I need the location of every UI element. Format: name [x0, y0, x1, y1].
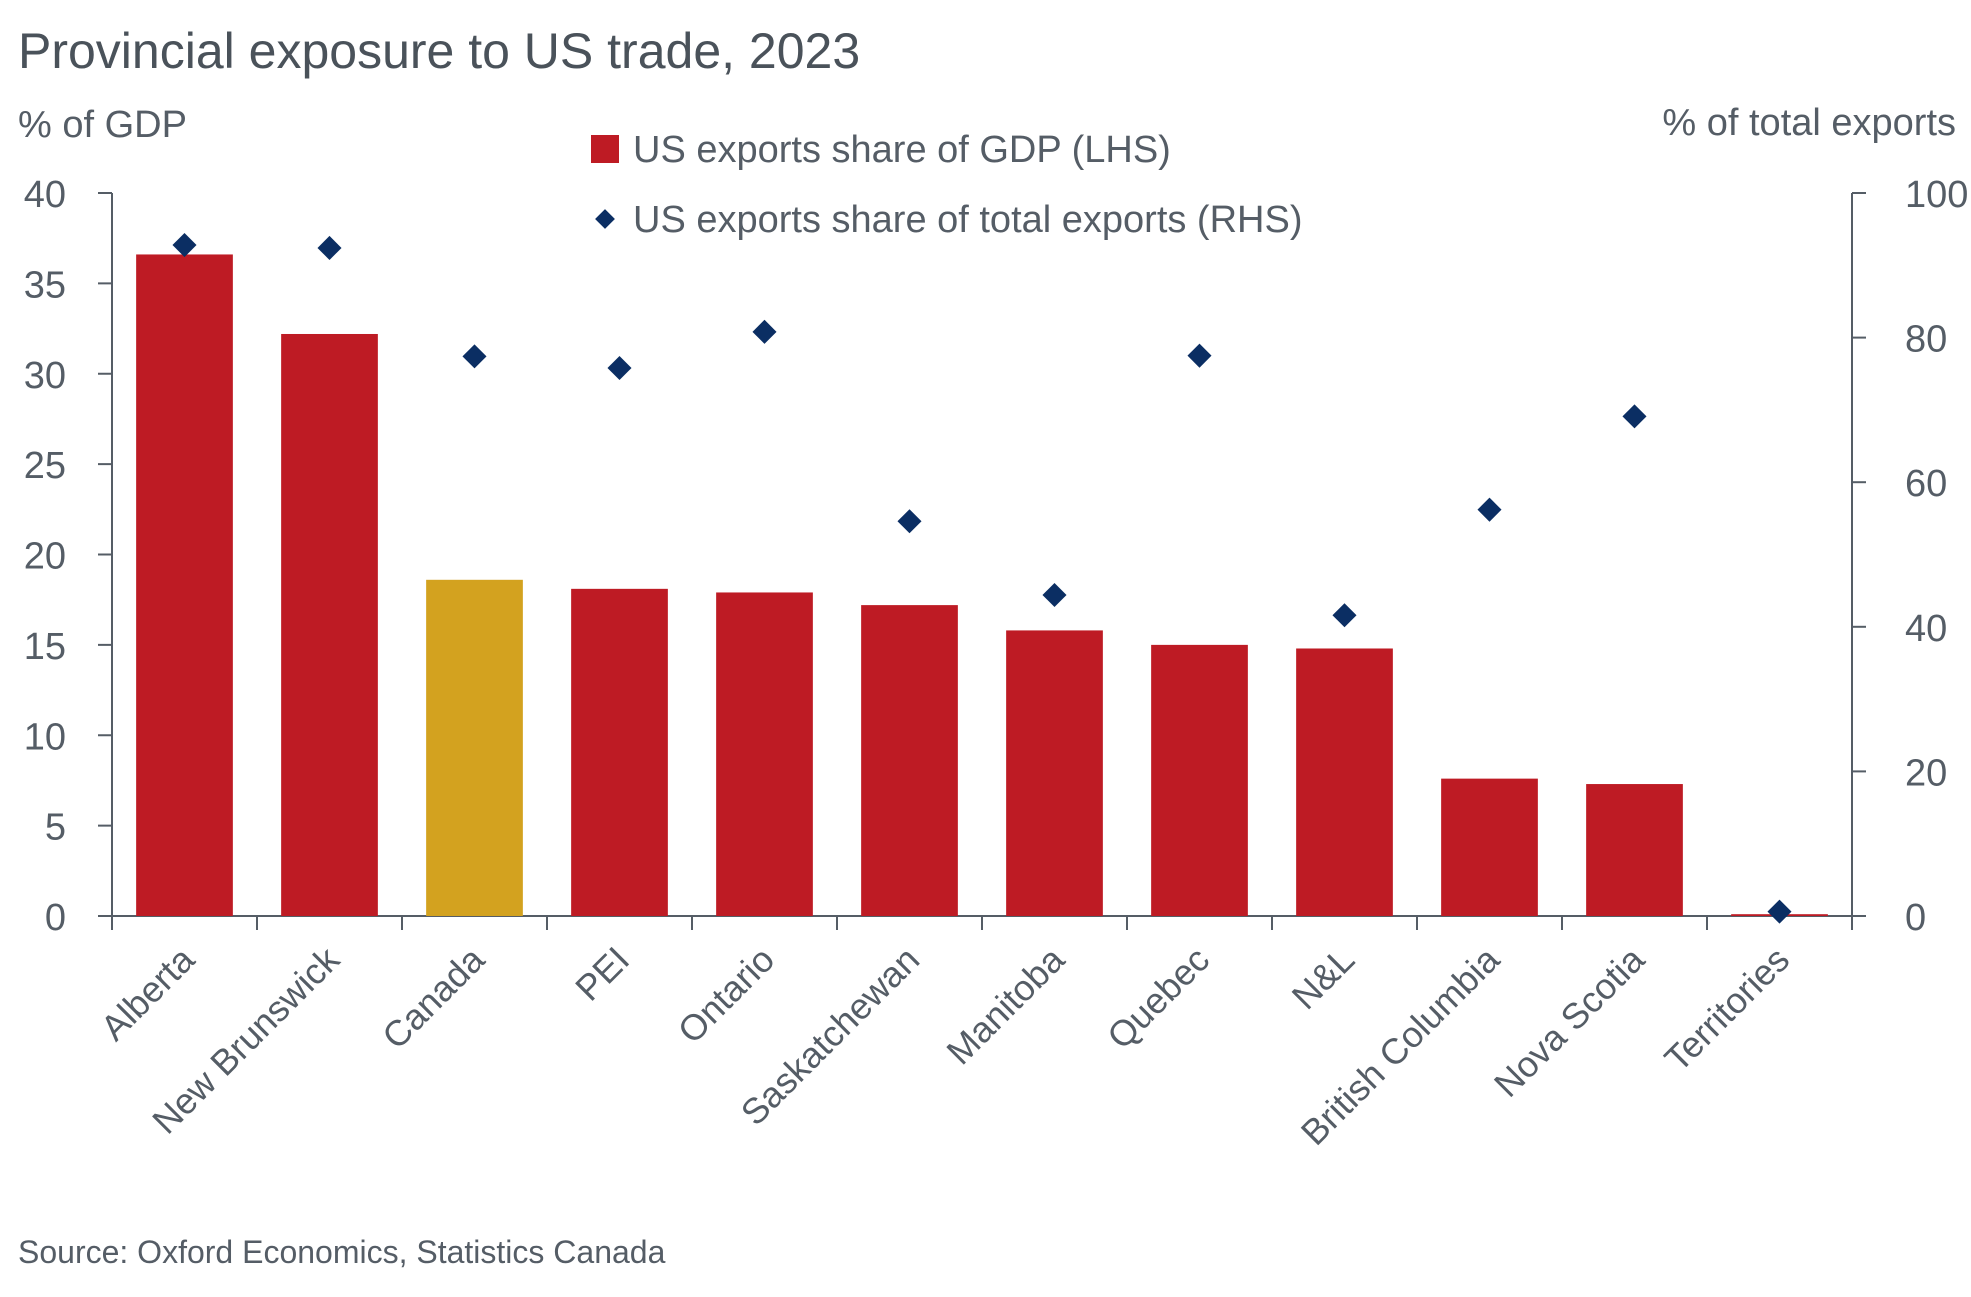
bar — [716, 592, 813, 916]
category-label: Territories — [1656, 939, 1797, 1080]
left-axis-unit-label: % of GDP — [18, 104, 187, 146]
right-axis-tick-label: 60 — [1905, 463, 1947, 505]
category-label: Nova Scotia — [1486, 938, 1653, 1105]
bar — [861, 605, 958, 916]
bar — [1586, 784, 1683, 916]
bar — [1151, 644, 1248, 916]
left-axis-tick-label: 20 — [24, 536, 66, 578]
right-axis-tick-label: 80 — [1905, 319, 1947, 361]
diamond-marker — [172, 233, 197, 258]
bar — [1441, 778, 1538, 916]
legend: US exports share of GDP (LHS) US exports… — [591, 129, 1302, 241]
category-label: N&L — [1284, 939, 1363, 1018]
source-note: Source: Oxford Economics, Statistics Can… — [18, 1234, 666, 1270]
bar — [1296, 648, 1393, 916]
diamond-marker — [1332, 603, 1357, 628]
category-label: Ontario — [670, 939, 782, 1051]
category-label: Canada — [374, 938, 493, 1057]
bars-layer — [136, 254, 1828, 916]
diamond-marker — [1767, 899, 1792, 924]
chart-title: Provincial exposure to US trade, 2023 — [18, 23, 861, 79]
left-axis-tick-label: 10 — [24, 716, 66, 758]
bar — [426, 579, 523, 916]
diamond-marker — [1477, 497, 1502, 522]
right-axis-tick-label: 20 — [1905, 752, 1947, 794]
diamond-marker — [752, 319, 777, 344]
diamond-marker — [897, 509, 922, 534]
category-label: Quebec — [1099, 939, 1217, 1057]
bar — [136, 254, 233, 916]
bar — [571, 588, 668, 916]
legend-diamond-marker-icon — [595, 209, 615, 229]
axes-layer: 0 5 10 15 20 25 30 35 40 0 20 40 60 80 100 — [24, 174, 1969, 939]
category-label: Manitoba — [938, 938, 1072, 1072]
legend-bar-swatch — [591, 135, 619, 163]
diamond-marker — [1622, 404, 1647, 429]
left-axis-tick-label: 30 — [24, 355, 66, 397]
category-label: Alberta — [93, 938, 203, 1048]
diamond-marker — [1187, 343, 1212, 368]
bar — [1006, 630, 1103, 916]
right-axis-tick-label: 0 — [1905, 897, 1926, 939]
bar — [281, 333, 378, 916]
left-axis-tick-label: 25 — [24, 445, 66, 487]
diamond-marker — [1042, 582, 1067, 608]
diamond-marker — [607, 355, 632, 380]
left-axis-tick-label: 0 — [45, 897, 66, 939]
markers-layer — [172, 233, 1792, 924]
legend-bar-label: US exports share of GDP (LHS) — [633, 129, 1171, 171]
left-axis-tick-label: 35 — [24, 264, 66, 306]
left-axis-tick-label: 5 — [45, 807, 66, 849]
left-axis-tick-label: 40 — [24, 174, 66, 216]
right-axis-tick-label: 40 — [1905, 608, 1947, 650]
category-label: PEI — [567, 939, 637, 1009]
right-axis-tick-label: 100 — [1905, 174, 1968, 216]
right-axis-unit-label: % of total exports — [1662, 102, 1956, 144]
diamond-marker — [317, 235, 342, 260]
diamond-marker — [462, 344, 487, 369]
left-axis-tick-label: 15 — [24, 626, 66, 668]
legend-marker-label: US exports share of total exports (RHS) — [633, 199, 1302, 241]
